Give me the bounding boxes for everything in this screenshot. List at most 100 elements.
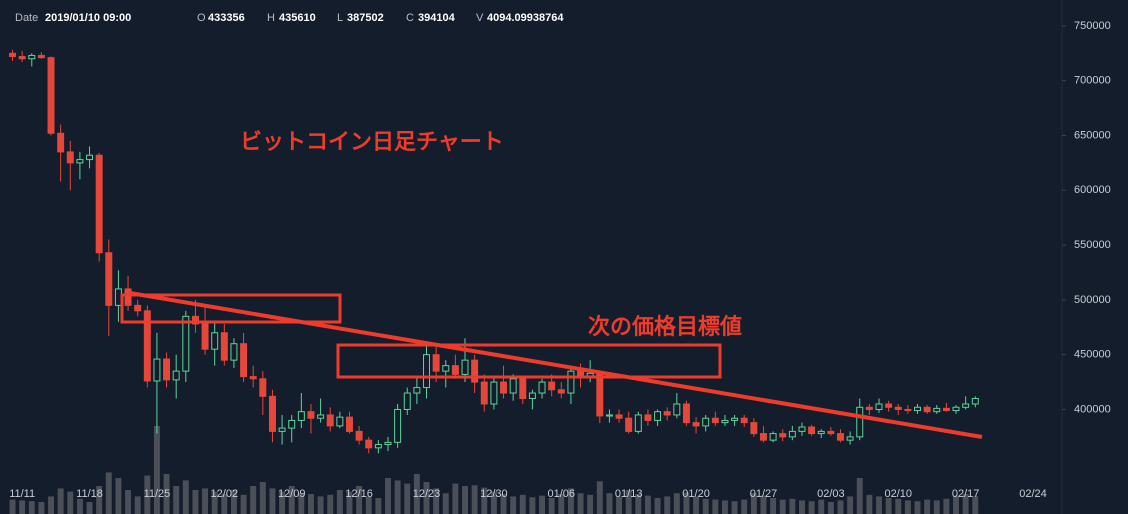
volume-bar <box>442 493 449 514</box>
volume-bar <box>779 499 786 514</box>
candle-body <box>788 430 796 438</box>
header-label: C <box>406 12 414 24</box>
candle-body <box>95 154 103 254</box>
annotation-text: 次の価格目標値 <box>588 314 742 339</box>
volume-bar <box>404 483 411 514</box>
candle-body <box>615 414 623 419</box>
y-tick-label: 650000 <box>1074 129 1111 141</box>
volume-bar <box>856 478 863 514</box>
volume-bar <box>269 488 276 514</box>
header-value: 4094.09938764 <box>487 12 564 24</box>
candle-body <box>124 288 132 306</box>
candle-body <box>769 433 777 441</box>
volume-bar <box>962 494 969 514</box>
volume-bar <box>972 496 979 514</box>
volume-bar <box>904 500 911 514</box>
y-tick-label: 400000 <box>1074 403 1111 415</box>
volume-bar <box>279 491 286 514</box>
candle-body <box>268 395 276 432</box>
volume-bar <box>365 496 372 514</box>
candle-body <box>442 365 450 372</box>
candle-body <box>105 252 113 306</box>
volume-bar <box>567 488 574 514</box>
volume-bar <box>693 496 700 514</box>
candle-body <box>856 406 864 438</box>
volume-bar <box>86 502 93 514</box>
volume-bar <box>866 494 873 514</box>
volume-bar <box>490 491 497 514</box>
volume-bar <box>307 494 314 514</box>
candle-body <box>163 358 171 381</box>
candle-body <box>172 370 180 381</box>
candle-body <box>567 370 575 394</box>
volume-bar <box>529 497 536 514</box>
candle-body <box>682 403 690 424</box>
x-tick-label: 02/03 <box>817 488 845 500</box>
candle-body <box>9 52 17 58</box>
volume-bar <box>38 502 45 514</box>
header-label: L <box>337 12 343 24</box>
candle-body <box>528 392 536 400</box>
volume-bar <box>240 494 247 514</box>
candle-body <box>663 411 671 416</box>
candle-body <box>798 426 806 432</box>
volume-bar <box>683 492 690 514</box>
volume-bar <box>192 490 199 514</box>
candle-body <box>490 381 498 405</box>
y-tick-label: 450000 <box>1074 349 1111 361</box>
candle-body <box>345 416 353 432</box>
volume-bar <box>539 495 546 514</box>
x-tick-label: 02/24 <box>1019 488 1047 500</box>
y-tick-label: 750000 <box>1074 20 1111 32</box>
volume-bar <box>721 500 728 514</box>
volume-bar <box>317 496 324 514</box>
candle-body <box>326 414 334 427</box>
candle-body <box>461 359 469 375</box>
header-label: V <box>476 12 484 24</box>
header-value: 387502 <box>347 12 384 24</box>
candle-body <box>500 381 508 394</box>
volume-bar <box>741 499 748 514</box>
candle-body <box>374 444 382 449</box>
volume-bar <box>28 501 35 514</box>
candle-body <box>779 433 787 438</box>
volume-bar <box>385 478 391 514</box>
candle-body <box>702 417 710 427</box>
candle-body <box>875 403 883 410</box>
volume-bar <box>452 483 459 514</box>
volume-bar <box>163 474 170 514</box>
x-tick-label: 02/10 <box>884 488 912 500</box>
volume-bar <box>625 490 632 514</box>
x-tick-label: 01/20 <box>682 488 710 500</box>
y-tick-label: 500000 <box>1074 294 1111 306</box>
candle-body <box>750 422 758 435</box>
candle-body <box>403 392 411 410</box>
candle-body <box>47 57 55 134</box>
volume-bar <box>423 482 430 514</box>
candle-body <box>740 417 748 424</box>
candle-body <box>625 417 633 432</box>
volume-bar <box>789 498 796 514</box>
volume-bar <box>96 486 103 514</box>
volume-bar <box>481 487 488 514</box>
volume-bar <box>471 485 478 514</box>
volume-bar <box>510 496 517 514</box>
volume-bar <box>202 488 209 514</box>
candle-body <box>711 417 719 424</box>
candle-body <box>28 54 36 60</box>
candle-body <box>37 54 45 59</box>
candle-body <box>721 419 729 424</box>
candle-body <box>355 430 363 441</box>
volume-bar <box>250 486 257 514</box>
volume-bar <box>798 500 805 514</box>
volume-bar <box>664 496 671 514</box>
volume-bar <box>827 502 834 514</box>
volume-bar <box>635 494 642 514</box>
header-label: H <box>267 12 275 24</box>
volume-bar <box>500 494 507 514</box>
candle-body <box>480 381 488 405</box>
header-label: O <box>197 12 206 24</box>
volume-bar <box>462 486 468 514</box>
y-tick-label: 700000 <box>1074 75 1111 87</box>
